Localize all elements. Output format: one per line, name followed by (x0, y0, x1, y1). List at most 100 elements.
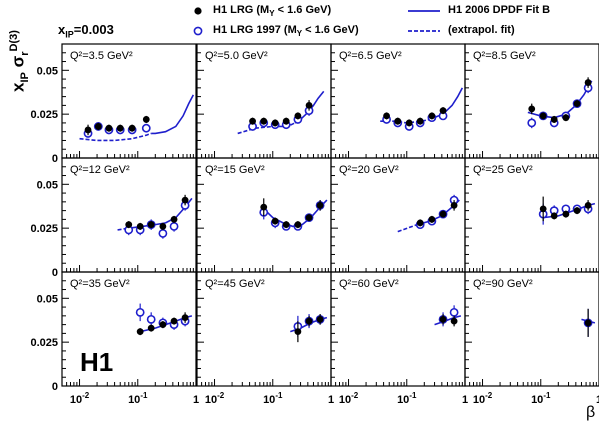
y-tick-label: 0.025 (30, 223, 58, 235)
ylabel-ip: IP (19, 72, 32, 83)
panel: Q²=25 GeV² (464, 157, 599, 273)
h1-point (271, 119, 279, 127)
panel-label: Q²=60 GeV² (339, 278, 399, 290)
panel: Q²=20 GeV² (330, 157, 466, 273)
panel-label: Q²=90 GeV² (473, 278, 533, 290)
x-tick-label: 1 (193, 394, 199, 406)
h1-point (405, 119, 413, 127)
h197-point (135, 307, 145, 317)
y-axis-label: xIP σrD(3) (8, 30, 31, 92)
h1-point (573, 100, 581, 108)
h1-point (416, 219, 424, 227)
panel-label: Q²=15 GeV² (205, 164, 265, 176)
h1-point (439, 107, 447, 115)
y-tick-label: 0 (52, 381, 58, 393)
h1-point (394, 117, 402, 125)
x-tick-label: 10-1 (531, 391, 551, 406)
h1-point (249, 117, 256, 125)
h1-point (260, 117, 268, 125)
h197-point (141, 123, 151, 133)
legend-h1-sub: Y (269, 9, 275, 19)
panel: Q²=60 GeV² 10-2 10-1 1 (330, 271, 468, 406)
x-tick-label: 10-2 (205, 391, 225, 406)
h1-point (305, 317, 313, 325)
h1-point (439, 210, 447, 218)
panel: Q²=15 GeV² (196, 157, 332, 273)
panel-grid: Q²=3.5 GeV² 0 0.025 0.05 Q²=5.0 GeV² Q²=6.5 G… (30, 43, 599, 406)
legend-h1-symbol (194, 7, 202, 15)
legend-h197-text: H1 LRG 1997 (M (213, 24, 297, 36)
y-tick-label: 0.025 (30, 337, 58, 349)
panel-label: Q²=20 GeV² (339, 164, 399, 176)
h1-point (450, 201, 458, 209)
panel-label: Q²=8.5 GeV² (473, 50, 536, 62)
h1-point (383, 112, 390, 120)
ylabel-r: r (19, 51, 32, 56)
h1-point (282, 221, 290, 229)
panel: Q²=35 GeV² 0 0.025 0.05 10-2 10-1 1 (30, 271, 199, 406)
h1-point (316, 201, 324, 209)
legend (193, 7, 440, 36)
x-tick-label: 10-1 (128, 391, 148, 406)
h1-point (147, 221, 155, 229)
y-tick-label: 0 (52, 153, 58, 165)
h1-point (136, 223, 144, 230)
h1-point (528, 105, 536, 113)
dpdf-fit-line (429, 87, 464, 121)
x-tick-label: 1 (596, 394, 599, 406)
legend-entry-h197: H1 LRG 1997 (MY < 1.6 GeV) (213, 24, 359, 38)
h1-point (562, 114, 570, 122)
h1-point (128, 124, 136, 132)
h1-point (584, 79, 592, 86)
h1-point (147, 324, 155, 332)
h1-point (450, 317, 458, 325)
panel: Q²=8.5 GeV² (464, 43, 599, 159)
h1-point (316, 315, 324, 323)
xip-sub: IP (65, 29, 74, 40)
x-tick-label: 1 (328, 394, 334, 406)
panel: Q²=3.5 GeV² 0 0.025 0.05 (30, 43, 197, 165)
y-tick-label: 0.05 (37, 65, 58, 77)
legend-h1-tail: < 1.6 GeV) (274, 4, 332, 16)
h1-point (305, 101, 313, 109)
panel-label: Q²=5.0 GeV² (205, 50, 268, 62)
h1-point (260, 203, 268, 211)
h1-point (181, 196, 189, 204)
y-tick-label: 0.05 (37, 179, 58, 191)
x-axis-label: β (586, 404, 596, 421)
h1-point (125, 221, 133, 229)
h1-point (170, 317, 178, 325)
h1-point (136, 328, 144, 336)
h1-point (159, 321, 167, 329)
dpdf-fit-line (527, 80, 593, 119)
h1-point (439, 315, 447, 323)
h1-point (416, 117, 424, 125)
legend-h197-symbol (193, 26, 203, 36)
panel: Q²=90 GeV² 10-2 10-1 1 (464, 271, 599, 406)
h1-point (159, 223, 167, 230)
panel-label: Q²=45 GeV² (205, 278, 265, 290)
h1-point (271, 217, 279, 225)
h1-point (305, 214, 313, 222)
h1-point (181, 314, 189, 321)
h1-point (550, 116, 558, 123)
h1-point (428, 215, 436, 223)
panel-label: Q²=3.5 GeV² (70, 50, 133, 62)
ylabel-x: x (8, 82, 28, 92)
extrap-fit-line (397, 223, 418, 233)
legend-h197-tail: < 1.6 GeV) (302, 24, 359, 36)
dpdf-fit-line (434, 315, 462, 326)
h1-point (584, 319, 592, 327)
legend-h197-sub: Y (296, 29, 303, 39)
panel-label: Q²=35 GeV² (70, 278, 130, 290)
ylabel-d3: D(3) (8, 30, 20, 52)
h197-point (527, 118, 537, 128)
y-tick-label: 0.05 (37, 293, 58, 305)
h197-point (158, 229, 168, 238)
y-tick-label: 0.025 (30, 109, 58, 121)
h1-point (428, 112, 436, 120)
h1-point (294, 112, 302, 120)
xip-label: xIP=0.003 (58, 22, 114, 40)
panel: Q²=6.5 GeV² (330, 43, 466, 159)
panel: Q²=5.0 GeV² (196, 43, 332, 159)
